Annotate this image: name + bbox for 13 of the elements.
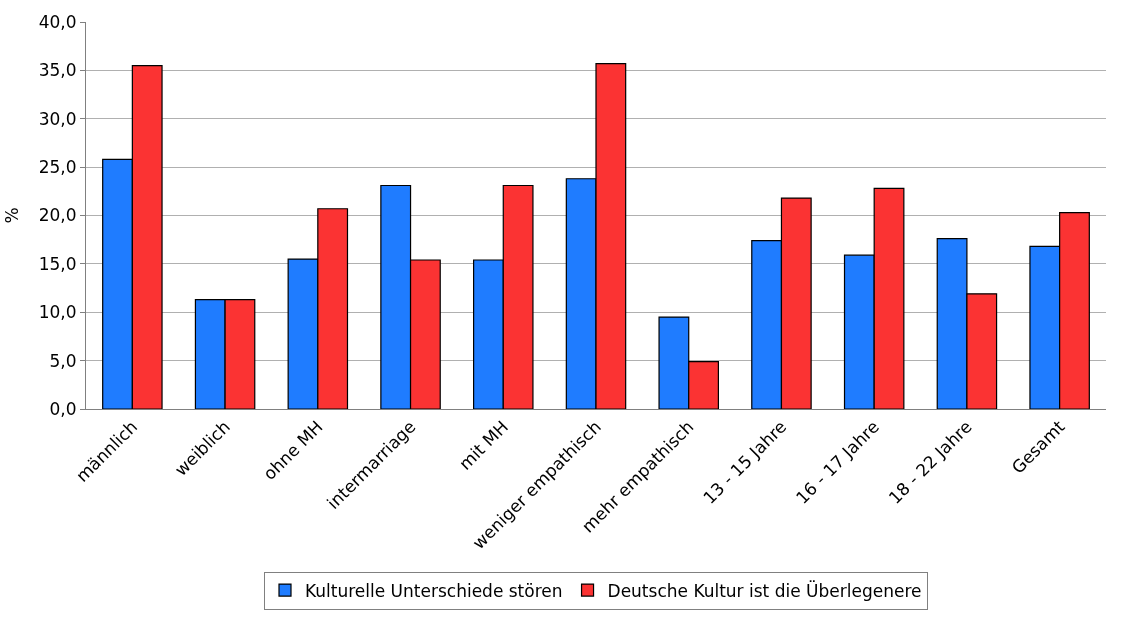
legend-label: Deutsche Kultur ist die Überlegenere xyxy=(607,579,922,601)
y-tick-label: 5,0 xyxy=(49,350,77,371)
legend-label: Kulturelle Unterschiede stören xyxy=(305,580,563,601)
y-tick-label: 20,0 xyxy=(38,205,77,226)
y-tick-label: 30,0 xyxy=(38,108,77,129)
y-axis-title: % xyxy=(2,207,23,224)
y-tick-label: 15,0 xyxy=(38,253,77,274)
x-tick-label: mit MH xyxy=(454,416,513,474)
y-tick-label: 35,0 xyxy=(38,60,77,81)
y-tick-label: 0,0 xyxy=(49,398,77,419)
y-tick-label: 10,0 xyxy=(38,302,77,323)
y-tick-label: 25,0 xyxy=(38,157,77,178)
y-tick-label: 40,0 xyxy=(38,11,77,32)
